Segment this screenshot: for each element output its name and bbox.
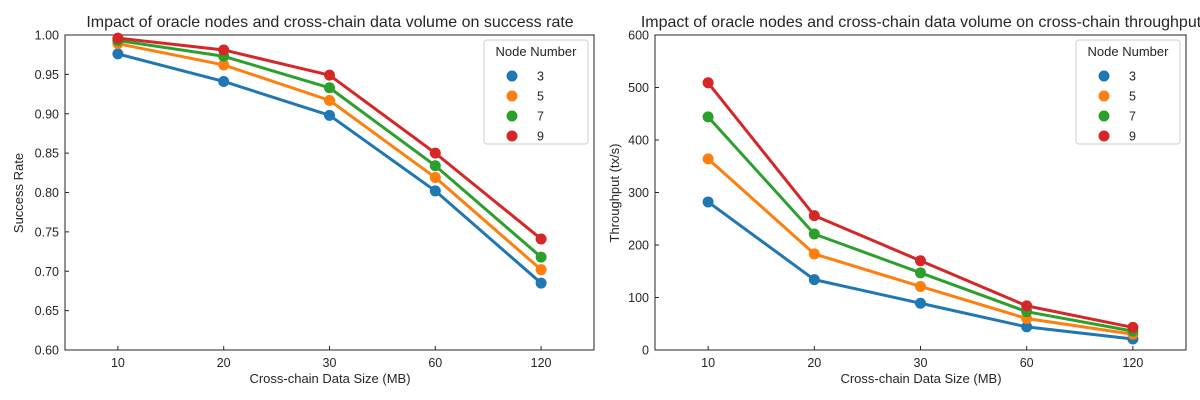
data-point-3: [808, 274, 820, 286]
legend-label-9: 9: [1129, 130, 1136, 144]
y-tick-label: 0: [642, 344, 649, 358]
data-point-9: [808, 210, 820, 222]
x-tick-label: 60: [1020, 356, 1034, 370]
chart-title: Impact of oracle nodes and cross-chain d…: [86, 14, 573, 31]
data-point-5: [324, 94, 335, 106]
y-tick-label: 200: [628, 239, 649, 253]
y-tick-label: 400: [628, 134, 649, 148]
x-tick-label: 20: [807, 356, 821, 370]
legend-marker-3: [506, 70, 518, 82]
plot-area: 10 20 30 60 120 0 100 200 300 400 500 600: [628, 29, 1187, 370]
chart-title: Impact of oracle nodes and cross-chain d…: [641, 14, 1200, 31]
data-point-3: [702, 196, 714, 208]
data-point-9: [112, 32, 124, 44]
legend-label-5: 5: [1129, 90, 1136, 104]
y-tick-label: 1.00: [35, 29, 59, 43]
x-tick-label: 10: [701, 356, 715, 370]
x-axis-label: Cross-chain Data Size (MB): [249, 371, 410, 386]
y-tick-label: 0.65: [35, 304, 59, 318]
data-point-9: [1021, 300, 1033, 312]
data-point-5: [218, 59, 230, 71]
y-tick-label: 0.80: [35, 186, 59, 200]
x-tick-label: 20: [217, 356, 231, 370]
legend-label-7: 7: [537, 110, 544, 124]
y-tick-label: 600: [628, 29, 649, 43]
legend: Node Number 3 5 7 9: [1075, 39, 1181, 145]
x-tick-label: 30: [323, 356, 337, 370]
y-axis-label: Success Rate: [11, 153, 26, 233]
data-point-7: [702, 111, 714, 123]
legend-marker-5: [1098, 90, 1110, 102]
legend-marker-7: [506, 110, 518, 122]
series-line-9: [116, 36, 543, 241]
data-point-3: [112, 48, 124, 60]
data-point-5: [429, 172, 441, 184]
x-tick-label: 10: [111, 356, 125, 370]
data-point-3: [915, 297, 926, 309]
y-tick-label: 0.70: [35, 265, 59, 279]
data-point-7: [808, 228, 820, 240]
data-point-3: [324, 109, 335, 121]
legend-marker-7: [1098, 110, 1110, 122]
data-point-9: [702, 77, 714, 89]
data-point-3: [1021, 321, 1033, 333]
legend-label-3: 3: [537, 70, 544, 84]
legend-label-9: 9: [537, 130, 544, 144]
data-point-9: [1127, 321, 1139, 333]
legend-marker-9: [506, 130, 518, 142]
data-point-9: [429, 147, 441, 159]
data-point-7: [915, 267, 926, 279]
data-point-3: [429, 185, 441, 197]
legend-label-5: 5: [537, 90, 544, 104]
y-tick-label: 100: [628, 291, 649, 305]
data-point-5: [915, 280, 926, 292]
y-tick-label: 0.60: [35, 344, 59, 358]
legend-label-7: 7: [1129, 110, 1136, 124]
y-tick-label: 0.95: [35, 68, 59, 82]
throughput-chart: Impact of oracle nodes and cross-chain d…: [607, 14, 1200, 386]
y-tick-label: 0.75: [35, 225, 59, 239]
data-point-7: [324, 82, 335, 94]
y-axis-label: Throughput (tx/s): [607, 144, 622, 243]
success-rate-chart: Impact of oracle nodes and cross-chain d…: [11, 14, 595, 386]
data-point-7: [429, 160, 441, 172]
data-point-5: [808, 248, 820, 260]
data-point-9: [535, 233, 547, 245]
data-point-9: [324, 69, 335, 81]
x-tick-label: 30: [914, 356, 928, 370]
plot-area: 10 20 30 60 120 0.60 0.65 0.70 0.75 0.80 0.85 0.90 0…: [35, 29, 595, 370]
y-tick-label: 0.85: [35, 147, 59, 161]
x-tick-label: 120: [1122, 356, 1143, 370]
data-point-3: [218, 75, 230, 87]
y-tick-label: 0.90: [35, 107, 59, 121]
data-point-7: [535, 251, 547, 263]
legend-marker-9: [1098, 130, 1110, 142]
y-tick-label: 300: [628, 186, 649, 200]
legend-title: Node Number: [496, 44, 578, 59]
data-point-9: [218, 44, 230, 56]
y-tick-label: 500: [628, 81, 649, 95]
data-point-3: [535, 277, 547, 289]
legend: Node Number 3 5 7 9: [483, 39, 589, 145]
legend-label-3: 3: [1129, 70, 1136, 84]
x-axis-label: Cross-chain Data Size (MB): [840, 371, 1001, 386]
x-tick-label: 60: [428, 356, 442, 370]
legend-title: Node Number: [1088, 44, 1170, 59]
data-point-9: [915, 255, 926, 267]
data-point-5: [702, 153, 714, 165]
legend-marker-5: [506, 90, 518, 102]
legend-marker-3: [1098, 70, 1110, 82]
x-tick-label: 120: [531, 356, 552, 370]
data-point-5: [535, 264, 547, 276]
